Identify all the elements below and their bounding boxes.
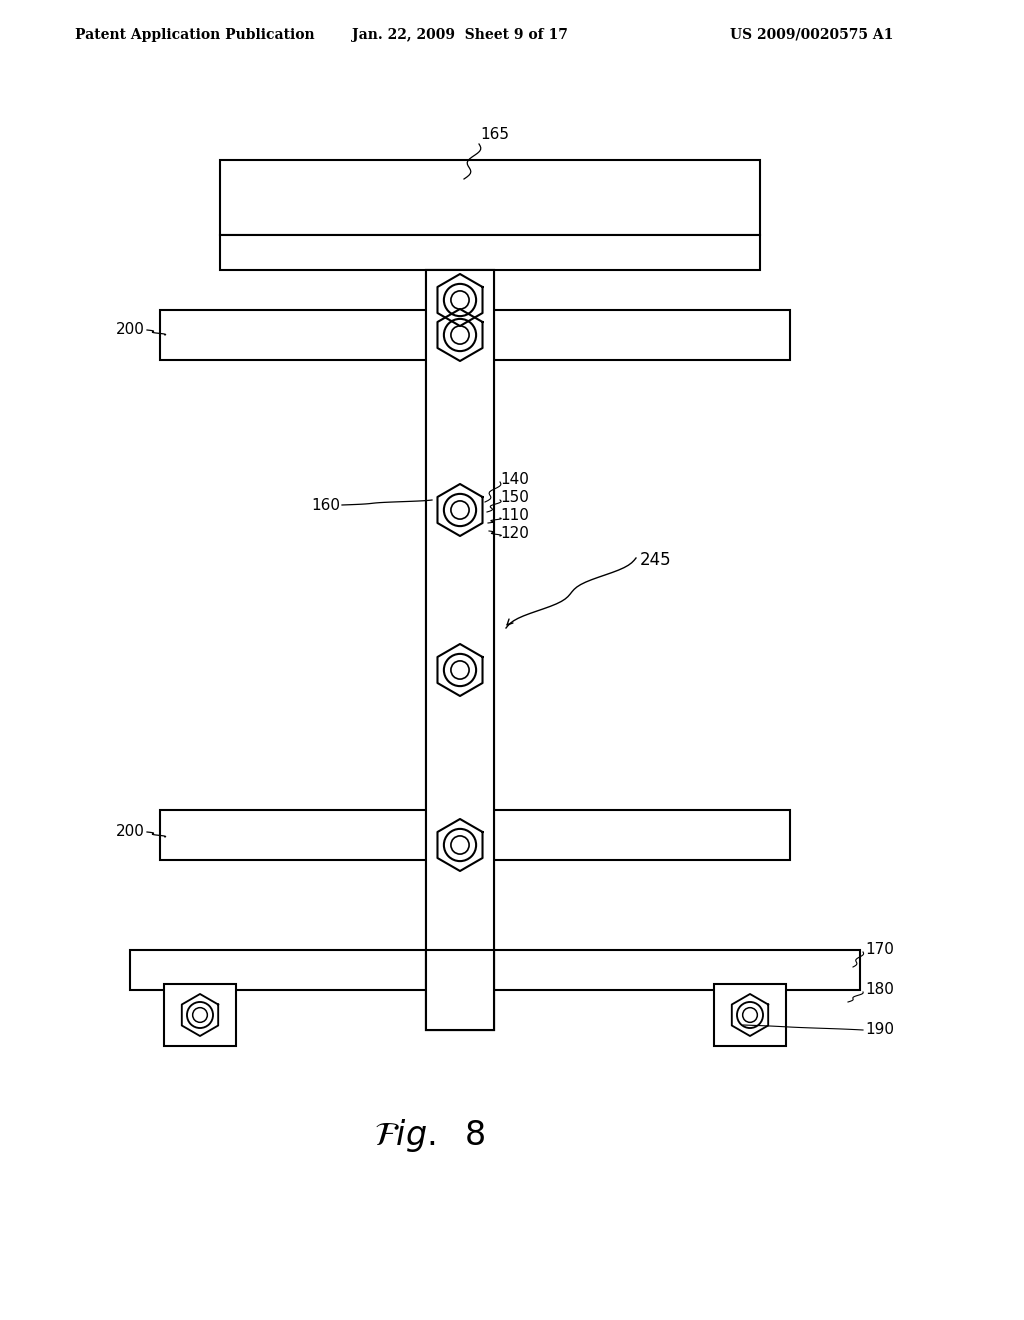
- Polygon shape: [437, 275, 482, 326]
- Text: 150: 150: [500, 491, 528, 506]
- Polygon shape: [437, 644, 482, 696]
- Bar: [220, 235, 760, 271]
- Text: Jan. 22, 2009  Sheet 9 of 17: Jan. 22, 2009 Sheet 9 of 17: [352, 28, 568, 42]
- Text: 160: 160: [311, 498, 340, 512]
- Polygon shape: [437, 309, 482, 360]
- Polygon shape: [437, 818, 482, 871]
- Polygon shape: [732, 994, 768, 1036]
- Text: 200: 200: [116, 322, 145, 338]
- Bar: [164, 985, 237, 1045]
- Bar: [426, 950, 494, 1030]
- Text: 200: 200: [116, 825, 145, 840]
- Text: 165: 165: [480, 127, 509, 143]
- Text: 180: 180: [865, 982, 894, 998]
- Polygon shape: [437, 484, 482, 536]
- Text: 245: 245: [640, 550, 672, 569]
- Bar: [714, 985, 786, 1045]
- Bar: [426, 271, 494, 1030]
- Text: 110: 110: [500, 508, 528, 524]
- Bar: [426, 271, 494, 1030]
- Text: 170: 170: [865, 942, 894, 957]
- Text: 120: 120: [500, 527, 528, 541]
- Text: 140: 140: [500, 473, 528, 487]
- Polygon shape: [182, 994, 218, 1036]
- Text: 190: 190: [865, 1023, 894, 1038]
- Bar: [160, 810, 790, 861]
- Bar: [130, 950, 860, 990]
- Text: Patent Application Publication: Patent Application Publication: [75, 28, 314, 42]
- Text: $\mathcal{F}$$ig.$  $8$: $\mathcal{F}$$ig.$ $8$: [375, 1117, 485, 1154]
- Text: US 2009/0020575 A1: US 2009/0020575 A1: [730, 28, 893, 42]
- Bar: [220, 160, 760, 235]
- Bar: [160, 310, 790, 360]
